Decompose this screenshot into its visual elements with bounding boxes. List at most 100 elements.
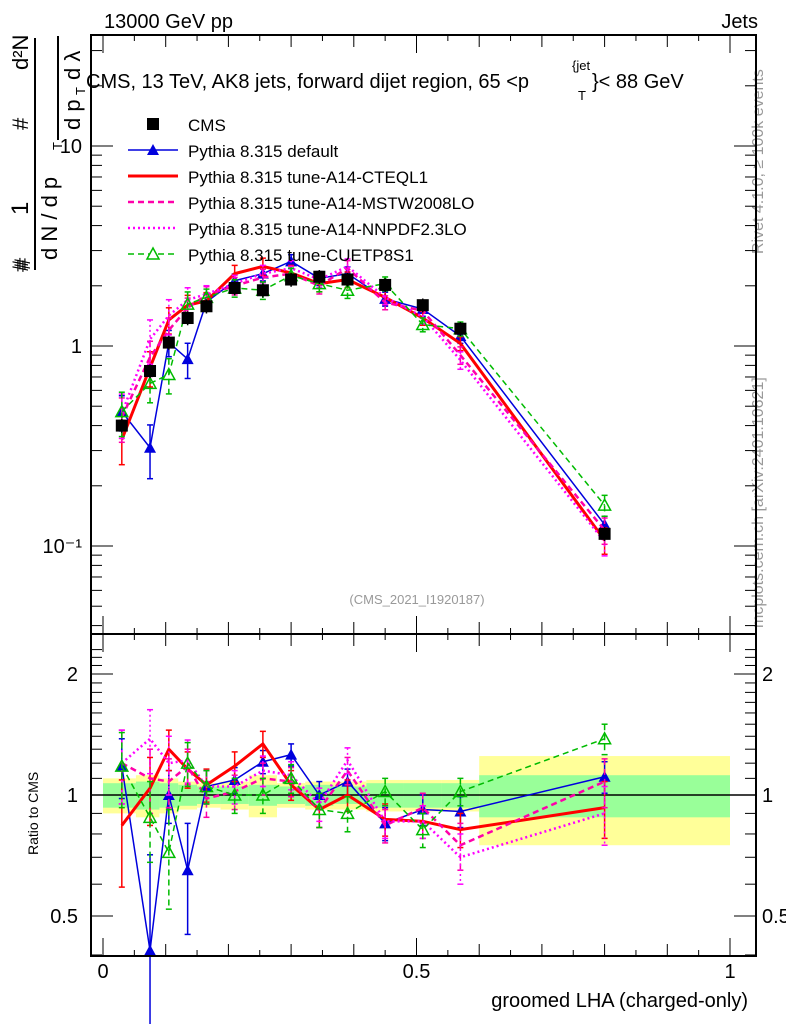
series-marker-0 [144,441,157,453]
legend-label-0: Pythia 8.315 default [188,142,339,161]
legend-marker-4 [145,246,161,260]
series-marker-4 [377,783,393,798]
header-right: Jets [721,11,758,33]
y-tick-label: 1 [71,336,82,358]
cms-data-point [200,300,213,313]
analysis-tag: (CMS_2021_I1920187) [349,592,484,607]
y-title-sub-t2: T [73,87,88,95]
series-marker-4 [453,783,468,798]
series-marker-4 [283,770,299,785]
cms-data-point [181,312,194,325]
x-tick-label: 1 [724,961,735,983]
series-marker-4 [161,366,177,381]
series-line-1 [120,264,606,542]
y-tick-label: 10 [60,136,82,158]
ratio-y-tick-label-right: 0.5 [762,906,786,928]
legend: CMS Pythia 8.315 default Pythia 8.315 tune… [128,116,474,265]
cms-data-point [454,322,467,335]
y-title-dn-dpt: d N / d p [37,177,62,260]
series-marker-0 [181,353,194,365]
cms-data-point [598,527,611,540]
svg-text:#: # [10,257,35,270]
series-marker-4 [180,755,195,769]
series-marker-4 [340,805,355,820]
series-line-2 [120,266,606,531]
series-marker-4 [312,801,327,816]
cms-data-point [144,364,157,377]
legend-marker-0 [147,144,159,155]
cms-data-point [115,419,128,432]
series-marker-4 [312,276,327,290]
cms-data-point [313,270,326,283]
series-marker-4 [227,787,242,801]
cms-data-point [256,284,269,297]
series-marker-4 [415,822,431,836]
series-marker-4 [597,497,612,511]
cms-data-point [379,278,392,291]
y-title-hash1: # [8,259,33,272]
series-line-0 [121,260,606,526]
chart-title: CMS, 13 TeV, AK8 jets, forward dijet reg… [86,71,529,93]
header-left: 13000 GeV pp [104,11,233,33]
ratio-panel: 0 0.5 1 2 2 1 1 0.5 0.5 [50,633,786,1024]
series-line-3 [120,736,605,859]
series-marker-4 [340,282,355,296]
series-line-3 [120,264,606,543]
cms-data-point [228,281,241,294]
series-marker-4 [597,731,612,745]
main-panel: 10 1 10⁻¹ [43,34,757,635]
cms-data-point [341,273,354,286]
series-marker-4 [180,296,195,310]
chart-title-end: }< 88 GeV [592,71,684,93]
chart-title-sup: {jet [572,58,590,73]
series-marker-4 [415,316,431,331]
cms-data-point [285,273,298,286]
y-axis-title-group: # 1 d N / d p T # d²N d p T d λ [7,35,88,272]
y-title-d2n: d²N [8,35,33,70]
series-marker-0 [181,864,194,876]
y-title-sub-t1: T [50,142,65,150]
y-title-dlambda: d λ [60,51,85,80]
x-tick-label: 0 [97,961,108,983]
ratio-y-axis-label: Ratio to CMS [25,772,41,855]
series-marker-4 [199,778,214,793]
legend-label-1: Pythia 8.315 tune-A14-CTEQL1 [188,168,428,187]
y-tick-label: 10⁻¹ [43,536,83,558]
ratio-y-tick-label: 2 [67,664,78,686]
ratio-y-tick-label: 1 [67,785,78,807]
series-line-1 [120,741,605,832]
y-axis-title: # [10,257,35,270]
x-axis-label: groomed LHA (charged-only) [491,990,748,1012]
series-marker-4 [142,809,158,824]
y-axis-title-text: # [10,257,35,270]
x-tick-label: 0.5 [403,961,431,983]
ratio-y-tick-label-right: 1 [762,785,773,807]
rivet-label: Rivet 4.1.0, ≥ 100k events [750,69,767,254]
series-marker-0 [598,770,611,782]
series-marker-0 [285,748,298,760]
series-marker-4 [114,758,130,772]
ratio-y-tick-label: 0.5 [50,906,78,928]
legend-label-4: Pythia 8.315 tune-CUETP8S1 [188,246,414,265]
cms-data-point [416,299,429,312]
series-marker-4 [114,404,130,418]
chart-title-main: CMS, 13 TeV, AK8 jets, forward dijet reg… [86,71,529,93]
y-title-one: 1 [7,202,34,215]
series-marker-0 [144,944,157,956]
legend-label-2: Pythia 8.315 tune-A14-MSTW2008LO [188,194,474,213]
chart-title-sub: T [578,88,586,103]
y-title-hash2: # [8,117,33,130]
legend-label-3: Pythia 8.315 tune-A14-NNPDF2.3LO [188,220,467,239]
cms-data-point [162,336,175,349]
y-title-dpt-dlambda: d p [60,99,85,130]
legend-label-cms: CMS [188,116,226,135]
series-marker-4 [142,375,158,390]
legend-marker-cms [147,118,159,130]
series-line-4 [121,738,605,855]
series-line-2 [121,762,606,847]
series-marker-4 [161,844,177,859]
series-line-4 [121,274,606,506]
ratio-y-tick-label-right: 2 [762,664,773,686]
series-marker-4 [255,787,271,801]
